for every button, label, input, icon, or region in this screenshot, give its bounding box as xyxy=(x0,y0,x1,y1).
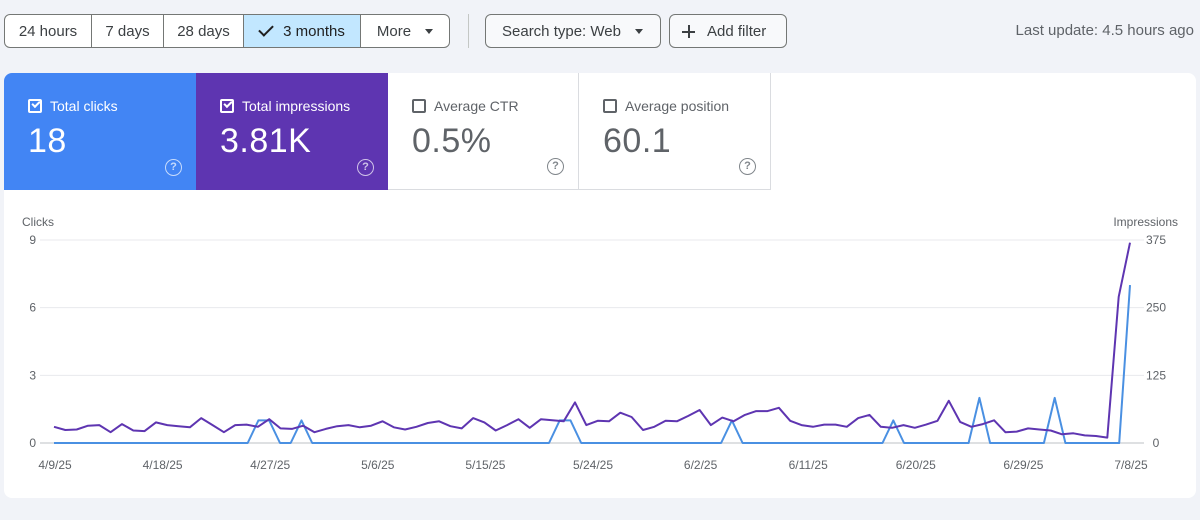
y-right-tick-label: 0 xyxy=(1153,436,1160,450)
checkmark-icon xyxy=(258,21,274,37)
y-right-tick-label: 125 xyxy=(1146,368,1166,382)
x-tick-label: 6/11/25 xyxy=(789,458,828,472)
y-left-tick-label: 3 xyxy=(29,368,36,382)
last-update-text: Last update: 4.5 hours ago xyxy=(1015,22,1194,39)
x-tick-label: 4/18/25 xyxy=(143,458,183,472)
search-type-dropdown[interactable]: Search type: Web xyxy=(485,14,661,48)
metric-average-ctr[interactable]: Average CTR 0.5% ? xyxy=(388,73,579,190)
x-tick-label: 4/27/25 xyxy=(250,458,290,472)
help-icon[interactable]: ? xyxy=(739,158,756,175)
x-tick-label: 7/8/25 xyxy=(1114,458,1148,472)
range-24-hours-button[interactable]: 24 hours xyxy=(5,15,92,47)
checkbox-checked-icon[interactable] xyxy=(220,99,234,113)
range-more-dropdown[interactable]: More xyxy=(361,15,449,47)
dropdown-arrow-icon xyxy=(634,28,643,34)
metric-value: 60.1 xyxy=(603,122,672,160)
add-filter-button[interactable]: Add filter xyxy=(669,14,787,48)
y-left-tick-label: 9 xyxy=(29,233,36,247)
help-icon[interactable]: ? xyxy=(357,159,374,176)
help-icon[interactable]: ? xyxy=(547,158,564,175)
y-right-tick-label: 375 xyxy=(1146,233,1166,247)
metric-value: 3.81K xyxy=(220,122,312,160)
performance-card: Total clicks 18 ? Total impressions 3.81… xyxy=(4,73,1196,498)
performance-chart[interactable]: 0 3 6 9 0 125 250 375 Clicks Impressions 4/9/25 4/1… xyxy=(4,73,1196,498)
range-28-days-button[interactable]: 28 days xyxy=(164,15,244,47)
checkbox-checked-icon[interactable] xyxy=(28,99,42,113)
x-tick-label: 6/2/25 xyxy=(684,458,718,472)
y-right-axis-title: Impressions xyxy=(1113,215,1178,229)
date-range-selector: 24 hours 7 days 28 days 3 months More xyxy=(4,14,450,48)
metric-value: 0.5% xyxy=(412,122,492,160)
x-tick-label: 6/29/25 xyxy=(1003,458,1043,472)
toolbar-divider xyxy=(468,14,469,48)
metric-value: 18 xyxy=(28,122,67,160)
plus-icon xyxy=(682,24,695,38)
impressions-series-line xyxy=(53,242,1131,439)
checkbox-unchecked-icon[interactable] xyxy=(412,99,426,113)
y-left-axis-title: Clicks xyxy=(22,215,54,229)
y-right-tick-label: 250 xyxy=(1146,301,1166,315)
x-tick-label: 4/9/25 xyxy=(38,458,72,472)
help-icon[interactable]: ? xyxy=(165,159,182,176)
x-tick-label: 5/15/25 xyxy=(465,458,505,472)
dropdown-arrow-icon xyxy=(425,28,434,34)
clicks-series-line xyxy=(54,285,1131,444)
metric-total-impressions[interactable]: Total impressions 3.81K ? xyxy=(196,73,388,190)
y-left-tick-label: 0 xyxy=(29,436,36,450)
range-7-days-button[interactable]: 7 days xyxy=(92,15,164,47)
metric-total-clicks[interactable]: Total clicks 18 ? xyxy=(4,73,196,190)
x-tick-label: 5/6/25 xyxy=(361,458,395,472)
x-tick-label: 6/20/25 xyxy=(896,458,936,472)
toolbar: 24 hours 7 days 28 days 3 months More Se… xyxy=(0,0,1200,62)
y-left-tick-label: 6 xyxy=(29,301,36,315)
metric-average-position[interactable]: Average position 60.1 ? xyxy=(579,73,771,190)
checkbox-unchecked-icon[interactable] xyxy=(603,99,617,113)
x-tick-label: 5/24/25 xyxy=(573,458,613,472)
range-3-months-button[interactable]: 3 months xyxy=(244,15,361,47)
